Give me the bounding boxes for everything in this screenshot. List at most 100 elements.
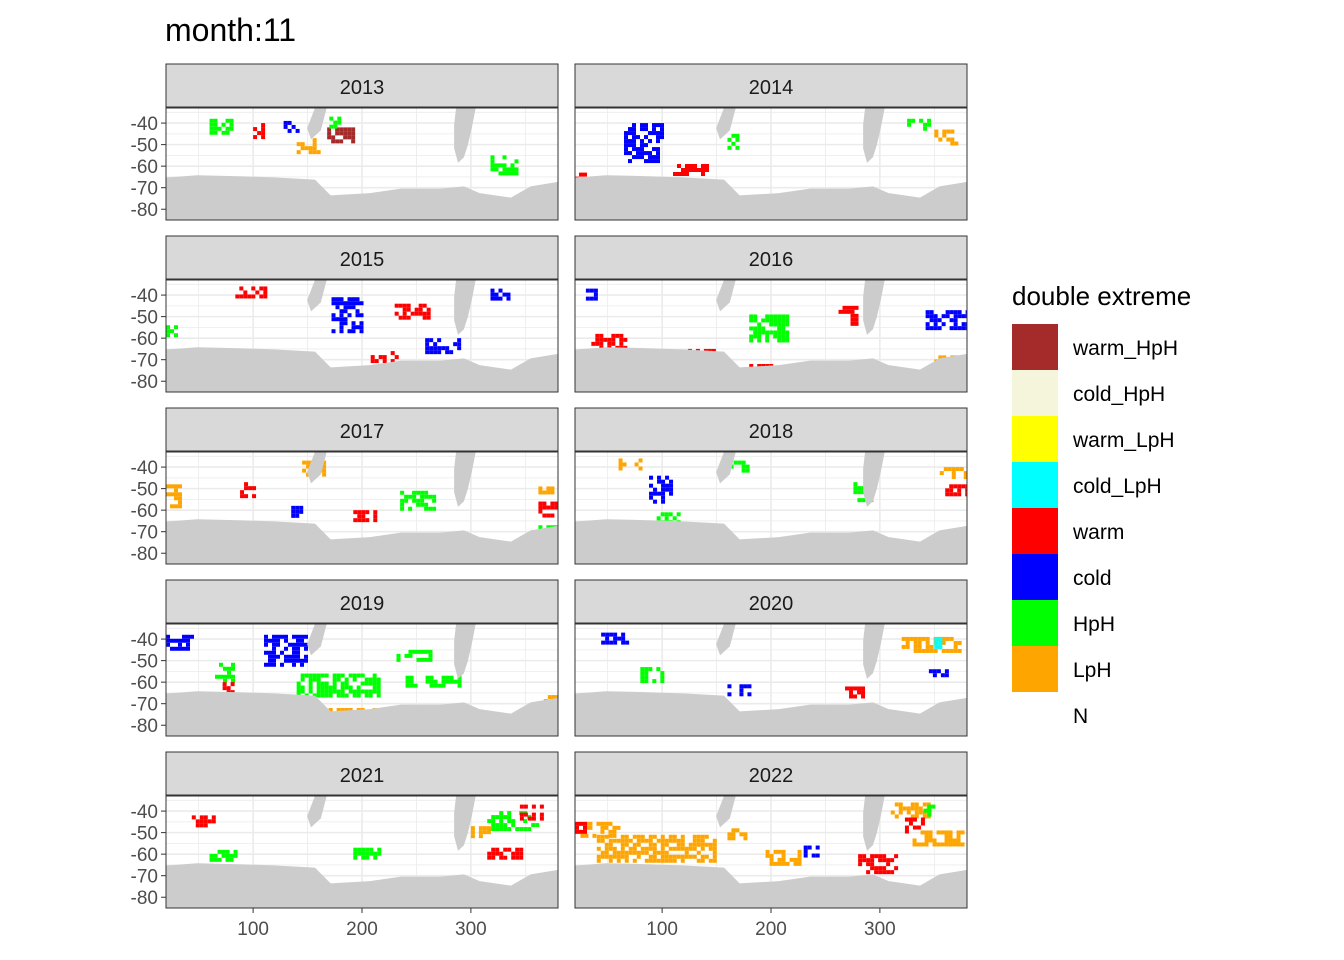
extreme-cell-HpH [364,689,369,694]
extreme-cell-LpH [676,838,681,843]
extreme-cell-LpH [470,826,475,831]
extreme-cell-LpH [620,834,625,839]
extreme-cell-HpH [538,525,543,530]
extreme-cell-HpH [229,122,234,127]
extreme-cell-LpH [963,471,967,476]
extreme-cell-cold [628,143,632,148]
extreme-cell-warm [253,135,258,140]
extreme-cell-cold [339,297,344,302]
extreme-cell-HpH [853,482,858,487]
extreme-cell-warm [240,494,245,499]
extreme-cell-cold [640,147,644,152]
extreme-cell-LpH [664,850,669,855]
extreme-cell-LpH [712,846,717,851]
extreme-cell-LpH [312,146,317,151]
extreme-cell-cold [815,845,820,850]
extreme-cell-warm [681,172,685,176]
extreme-cell-warm [886,862,891,867]
extreme-cell-HpH [491,815,496,820]
extreme-cell-LpH [550,490,555,495]
extreme-cell-cold_LpH [938,644,943,649]
extreme-cell-HpH [332,673,337,678]
extreme-cell-LpH [166,492,170,497]
facet-strip-label: 2015 [340,249,385,271]
legend-key-warm [1012,508,1058,554]
extreme-cell-LpH [912,838,917,843]
extreme-cell-cold [355,313,360,318]
extreme-cell-cold [339,309,344,314]
extreme-cell-LpH [696,842,701,847]
extreme-cell-HpH [425,679,430,684]
extreme-cell-cold [628,159,632,164]
extreme-cell-HpH [227,670,231,675]
extreme-cell-warm_HpH [327,131,332,136]
extreme-cell-HpH [316,685,321,690]
extreme-cell-HpH [769,314,774,319]
extreme-cell-HpH [727,137,732,142]
extreme-cell-warm [850,317,855,322]
extreme-cell-HpH [420,498,425,503]
extreme-cell-cold [656,135,660,140]
extreme-cell-cold [331,313,336,318]
extreme-cell-LpH [944,830,949,835]
extreme-cell-warm [418,311,423,316]
extreme-cell-LpH [700,858,705,863]
extreme-cell-warm [248,486,253,491]
extreme-cell-HpH [225,118,230,123]
extreme-cell-warm [874,870,879,875]
extreme-cell-HpH [229,126,234,131]
legend-label: LpH [1073,659,1112,682]
extreme-cell-cold [601,632,606,637]
extreme-cell-cold [283,124,288,129]
extreme-cell-cold [625,640,630,645]
extreme-cell-cold [632,143,636,148]
extreme-cell-LpH [938,137,943,142]
extreme-cell-LpH [624,850,629,855]
extreme-cell-HpH [773,334,778,339]
extreme-cell-cold [632,139,636,144]
extreme-cell-warm [191,815,196,820]
extreme-cell-warm [263,290,268,295]
extreme-cell-cold [291,509,296,514]
extreme-cell-warm [697,168,701,172]
extreme-cell-warm [199,815,204,820]
extreme-cell-LpH [306,460,311,465]
extreme-cell-LpH [312,138,317,143]
extreme-cell-warm_HpH [339,139,344,144]
extreme-cell-HpH [353,847,358,852]
extreme-cell-warm [244,494,249,499]
extreme-cell-HpH [727,145,732,150]
extreme-cell-cold [632,123,636,128]
extreme-cell-HpH [352,689,357,694]
y-tick-label: -50 [131,308,158,329]
extreme-cell-cold [727,692,732,697]
extreme-cell-warm_HpH [347,127,352,132]
extreme-cell-LpH [166,484,170,489]
y-tick-label: -80 [131,888,158,909]
extreme-cell-HpH [340,681,345,686]
legend-key-HpH [1012,600,1058,646]
extreme-cell-HpH [491,827,496,832]
y-tick-label: -80 [131,716,158,737]
extreme-cell-LpH [950,129,955,134]
extreme-cell-cold [186,646,190,651]
extreme-cell-warm [365,510,370,515]
extreme-cell-LpH [942,129,947,134]
extreme-cell-cold [429,350,434,355]
new-zealand-landmass [716,280,736,312]
extreme-cell-cold [331,301,336,306]
panel-content [575,280,967,392]
extreme-cell-HpH [777,314,782,319]
extreme-cell-warm [575,825,579,830]
extreme-cell-HpH [753,326,758,331]
facet-strip [165,407,559,452]
extreme-cell-warm [398,315,403,320]
panel-content [166,624,558,736]
extreme-cell-LpH [712,838,717,843]
extreme-cell-warm [965,488,967,493]
extreme-cell-cold [498,296,503,301]
extreme-cell-warm [874,854,879,859]
extreme-cell-HpH [412,494,417,499]
extreme-cell-HpH [312,677,317,682]
extreme-cell-LpH [949,648,954,653]
